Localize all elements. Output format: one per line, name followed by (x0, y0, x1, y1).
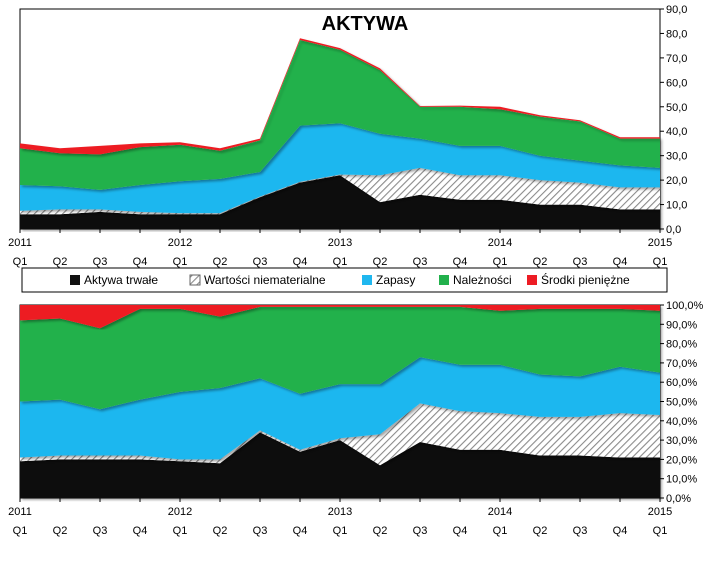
x-tick-quarter: Q2 (373, 525, 388, 537)
legend-swatch-1 (189, 274, 201, 286)
area-series-3 (20, 306, 660, 410)
x-tick-quarter: Q1 (653, 256, 668, 268)
legend-label-2: Zapasy (376, 273, 415, 287)
x-tick-quarter: Q3 (573, 525, 588, 537)
legend-frame (21, 267, 668, 293)
area-series-2 (20, 123, 660, 214)
x-tick-year: 2011 (8, 506, 32, 518)
y-tick-label: 70,0 (666, 53, 687, 65)
legend-label-4: Środki pieniężne (541, 272, 630, 287)
x-tick-quarter: Q2 (53, 256, 68, 268)
x-tick-quarter: Q1 (13, 525, 28, 537)
x-tick-year: 2011 (8, 237, 32, 249)
legend-swatch-2 (362, 275, 372, 285)
legend-label-3: Należności (453, 273, 512, 287)
y-tick-label: 40,0 (666, 126, 687, 138)
y-tick-label: 100,0% (666, 300, 704, 312)
x-tick-year: 2014 (488, 237, 512, 249)
x-tick-year: 2012 (168, 237, 192, 249)
x-tick-year: 2013 (328, 237, 352, 249)
x-tick-quarter: Q2 (533, 525, 548, 537)
area-series-1 (20, 403, 660, 466)
legend: Aktywa trwałe Wartości niematerialne Zapas… (21, 267, 668, 293)
y-tick-label: 60,0 (666, 77, 687, 89)
x-tick-quarter: Q2 (53, 525, 68, 537)
area-series-4 (20, 305, 660, 329)
y-tick-label: 70,0% (666, 358, 697, 370)
area-series-1 (20, 167, 660, 215)
x-tick-quarter: Q3 (93, 256, 108, 268)
y-tick-label: 30,0 (666, 151, 687, 163)
area-series-3 (20, 40, 660, 190)
area-series-0 (20, 175, 660, 229)
legend-label-1: Wartości niematerialne (204, 273, 326, 287)
x-tick-year: 2015 (648, 506, 672, 518)
x-tick-quarter: Q3 (413, 525, 428, 537)
x-tick-quarter: Q3 (573, 256, 588, 268)
x-tick-quarter: Q3 (413, 256, 428, 268)
chart-title: AKTYWA (322, 13, 409, 35)
legend-label-0: Aktywa trwałe (84, 273, 158, 287)
x-tick-quarter: Q1 (333, 525, 348, 537)
y-tick-label: 0,0 (666, 224, 681, 236)
x-tick-quarter: Q2 (373, 256, 388, 268)
x-tick-quarter: Q4 (453, 525, 468, 537)
x-tick-quarter: Q1 (653, 525, 668, 537)
y-tick-label: 50,0 (666, 102, 687, 114)
x-tick-quarter: Q1 (173, 256, 188, 268)
x-tick-quarter: Q3 (253, 525, 268, 537)
x-tick-quarter: Q4 (613, 525, 628, 537)
y-tick-label: 90,0% (666, 319, 697, 331)
area-series-0 (20, 432, 660, 498)
x-tick-year: 2013 (328, 506, 352, 518)
x-tick-year: 2014 (488, 506, 512, 518)
assets-structure-chart: 0,0% 10,0% 20,0% 30,0% 40,0% 50,0% 60,0% 70,0% 8… (8, 300, 703, 537)
x-tick-year: 2012 (168, 506, 192, 518)
area-series-2 (20, 357, 660, 460)
legend-swatch-4 (527, 275, 537, 285)
x-tick-quarter: Q2 (533, 256, 548, 268)
y-tick-label: 0,0% (666, 493, 691, 505)
assets-value-chart: 0,010,020,030,040,050,060,070,080,090,0 … (8, 4, 687, 268)
y-tick-label: 90,0 (666, 4, 687, 16)
y-tick-label: 40,0% (666, 416, 697, 428)
y-tick-label: 20,0% (666, 454, 697, 466)
x-tick-quarter: Q4 (133, 256, 148, 268)
x-tick-quarter: Q4 (133, 525, 148, 537)
y-tick-label: 10,0 (666, 200, 687, 212)
x-tick-quarter: Q2 (213, 525, 228, 537)
x-tick-quarter: Q3 (93, 525, 108, 537)
x-tick-quarter: Q1 (333, 256, 348, 268)
y-tick-label: 20,0 (666, 175, 687, 187)
y-tick-label: 60,0% (666, 377, 697, 389)
x-tick-quarter: Q4 (613, 256, 628, 268)
x-tick-quarter: Q2 (213, 256, 228, 268)
x-tick-quarter: Q1 (13, 256, 28, 268)
x-tick-quarter: Q1 (173, 525, 188, 537)
x-tick-quarter: Q1 (493, 256, 508, 268)
y-tick-label: 50,0% (666, 397, 697, 409)
legend-swatch-0 (70, 275, 80, 285)
y-tick-label: 10,0% (666, 474, 697, 486)
y-tick-label: 80,0 (666, 28, 687, 40)
legend-swatch-3 (439, 275, 449, 285)
x-tick-quarter: Q4 (293, 256, 308, 268)
x-tick-year: 2015 (648, 237, 672, 249)
y-tick-label: 30,0% (666, 435, 697, 447)
x-tick-quarter: Q3 (253, 256, 268, 268)
y-tick-label: 80,0% (666, 339, 697, 351)
x-tick-quarter: Q4 (453, 256, 468, 268)
x-tick-quarter: Q1 (493, 525, 508, 537)
x-tick-quarter: Q4 (293, 525, 308, 537)
